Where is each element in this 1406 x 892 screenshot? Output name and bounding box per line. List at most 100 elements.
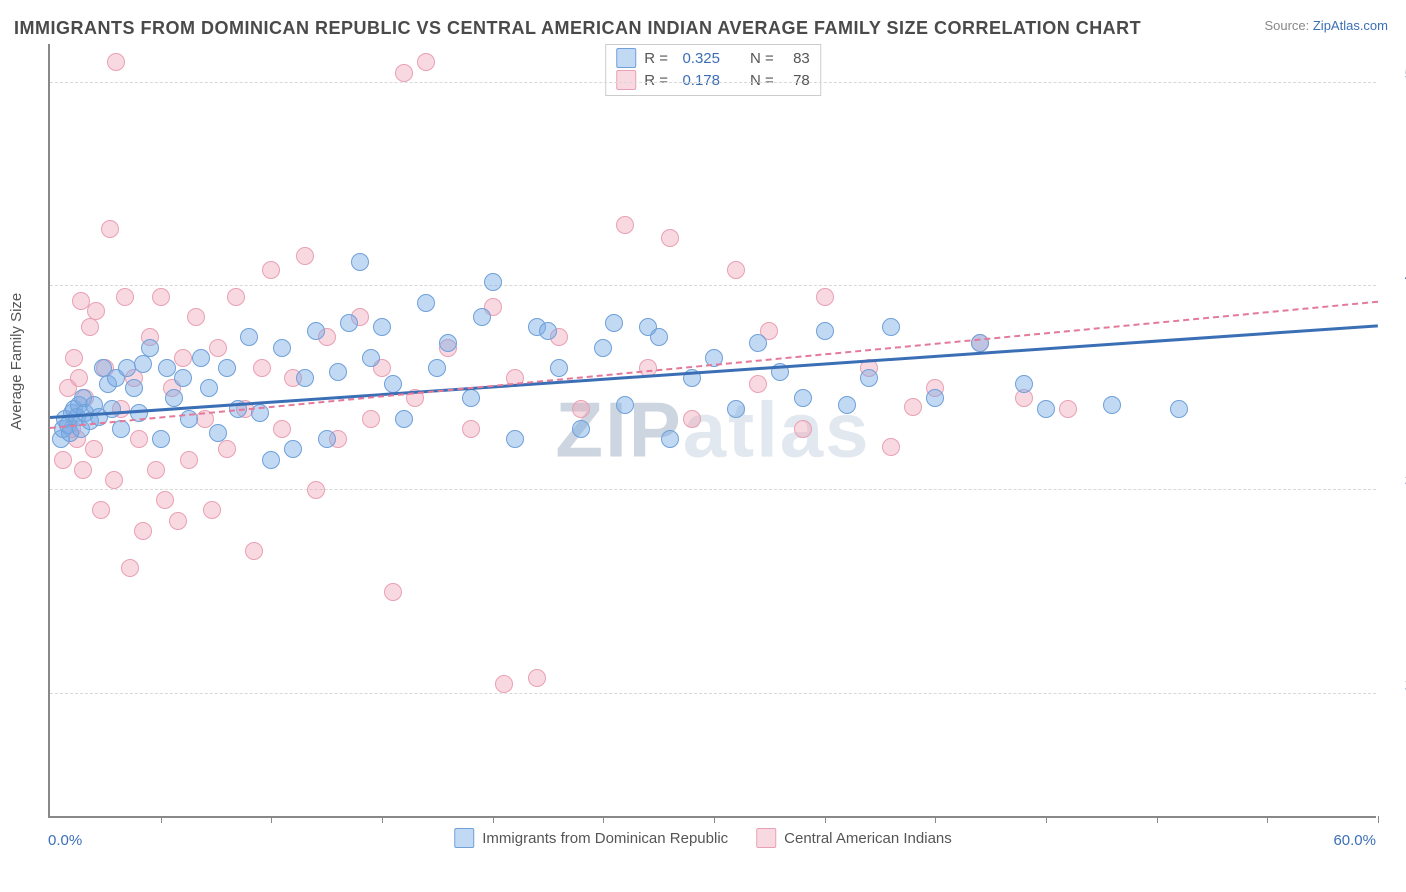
series-legend: Immigrants from Dominican Republic Centra… [454,828,952,848]
data-point [253,359,271,377]
x-axis-max-label: 60.0% [1333,832,1376,849]
data-point [87,302,105,320]
data-point [125,379,143,397]
data-point [116,288,134,306]
data-point [860,369,878,387]
n-value: 78 [782,72,810,89]
data-point [572,400,590,418]
legend-item: Immigrants from Dominican Republic [454,828,728,848]
data-point [605,314,623,332]
n-label: N = [750,50,774,67]
data-point [417,53,435,71]
data-point [1037,400,1055,418]
data-point [218,359,236,377]
data-point [147,461,165,479]
legend-label: Central American Indians [784,830,952,847]
r-value: 0.325 [676,50,720,67]
data-point [373,318,391,336]
data-point [462,389,480,407]
source-link[interactable]: ZipAtlas.com [1313,18,1388,33]
data-point [130,430,148,448]
data-point [81,318,99,336]
data-point [156,491,174,509]
data-point [85,440,103,458]
data-point [92,501,110,519]
n-label: N = [750,72,774,89]
data-point [395,64,413,82]
data-point [74,461,92,479]
x-tick [382,816,383,823]
data-point [816,288,834,306]
data-point [227,288,245,306]
legend-swatch [454,828,474,848]
data-point [152,430,170,448]
data-point [240,328,258,346]
data-point [616,396,634,414]
data-point [395,410,413,428]
chart-title: IMMIGRANTS FROM DOMINICAN REPUBLIC VS CE… [14,18,1141,39]
gridline [50,82,1376,83]
gridline [50,693,1376,694]
x-tick [935,816,936,823]
data-point [362,349,380,367]
data-point [882,318,900,336]
data-point [904,398,922,416]
data-point [1103,396,1121,414]
x-tick [271,816,272,823]
data-point [683,410,701,428]
data-point [362,410,380,428]
data-point [121,559,139,577]
data-point [838,396,856,414]
plot-area: ZIPatlas R =0.325N =83R =0.178N =78 2.00… [48,44,1376,818]
data-point [284,440,302,458]
data-point [65,349,83,367]
data-point [1059,400,1077,418]
data-point [152,288,170,306]
data-point [107,53,125,71]
data-point [495,675,513,693]
data-point [462,420,480,438]
data-point [318,430,336,448]
gridline [50,285,1376,286]
data-point [616,216,634,234]
data-point [203,501,221,519]
data-point [54,451,72,469]
r-label: R = [644,72,668,89]
data-point [174,369,192,387]
x-tick [1378,816,1379,823]
data-point [1170,400,1188,418]
data-point [307,322,325,340]
x-tick [1046,816,1047,823]
data-point [749,375,767,393]
r-value: 0.178 [676,72,720,89]
data-point [169,512,187,530]
data-point [200,379,218,397]
data-point [727,400,745,418]
data-point [661,229,679,247]
data-point [245,542,263,560]
data-point [105,471,123,489]
source-prefix: Source: [1264,18,1312,33]
x-tick [1157,816,1158,823]
stats-legend: R = 0.325 N = 83 R = 0.178 N = 78 [605,44,821,96]
legend-item: Central American Indians [756,828,952,848]
data-point [439,334,457,352]
data-point [506,430,524,448]
legend-swatch [756,828,776,848]
data-point [134,522,152,540]
legend-swatch [616,48,636,68]
data-point [218,440,236,458]
legend-swatch [616,70,636,90]
data-point [180,451,198,469]
data-point [141,339,159,357]
data-point [794,389,812,407]
data-point [384,375,402,393]
legend-label: Immigrants from Dominican Republic [482,830,728,847]
legend-row: R = 0.178 N = 78 [616,69,810,91]
data-point [550,359,568,377]
x-tick [161,816,162,823]
n-value: 83 [782,50,810,67]
data-point [262,261,280,279]
data-point [650,328,668,346]
x-tick [714,816,715,823]
